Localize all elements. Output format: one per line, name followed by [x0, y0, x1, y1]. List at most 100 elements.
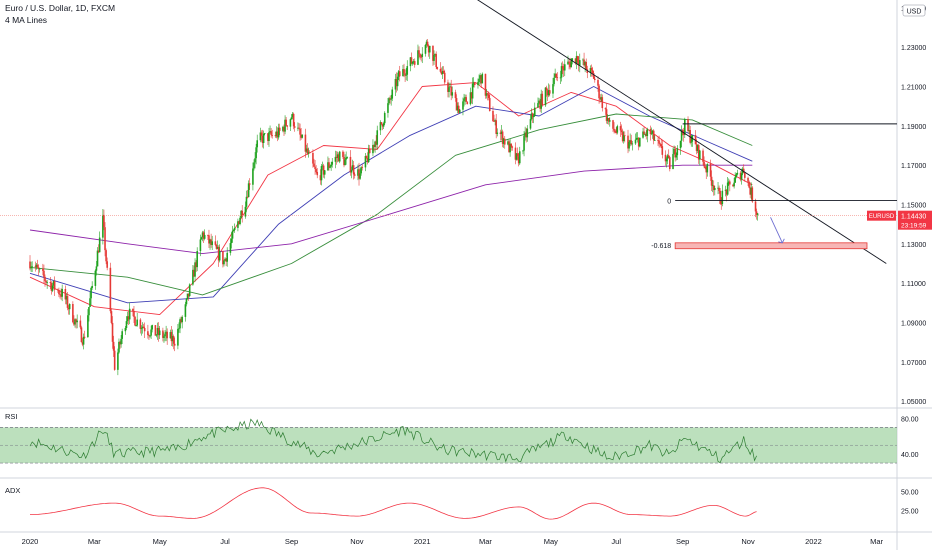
candle-body: [478, 78, 480, 83]
candle-body: [545, 87, 548, 91]
candle-body: [706, 163, 709, 173]
candle-body: [312, 152, 314, 164]
candle-body: [215, 244, 218, 249]
candle-body: [562, 68, 565, 71]
candle-body: [503, 138, 506, 145]
candle-body: [218, 250, 221, 261]
candle-body: [193, 269, 195, 277]
candle-body: [412, 61, 415, 62]
candle-body: [110, 311, 113, 323]
candle-body: [169, 332, 172, 339]
candle-body: [675, 155, 678, 158]
candle-body: [187, 293, 190, 297]
candle-body: [748, 181, 750, 188]
candle-body: [132, 308, 134, 311]
candle-body: [421, 53, 424, 57]
candle-body: [269, 131, 271, 133]
candle-body: [133, 310, 135, 317]
candle-body: [710, 176, 713, 186]
price-tick-label: 1.05000: [901, 399, 926, 406]
candle-body: [158, 330, 161, 336]
candle-body: [289, 119, 292, 127]
candle-body: [463, 98, 465, 102]
candle-body: [76, 320, 78, 323]
time-tick-label: Nov: [350, 537, 364, 546]
candle-body: [634, 139, 637, 144]
candle-body: [717, 187, 719, 189]
rsi-line: [29, 418, 757, 464]
candle-body: [225, 258, 227, 262]
candle-body: [714, 187, 716, 191]
candle-body: [511, 146, 514, 148]
candle-body: [246, 196, 249, 198]
candle-body: [196, 251, 198, 268]
candle-body: [720, 203, 723, 205]
candle-body: [30, 266, 32, 269]
candle-body: [200, 237, 203, 240]
candle-body: [539, 100, 541, 109]
candle-body: [357, 169, 359, 176]
candle-body: [262, 133, 265, 143]
candle-body: [337, 154, 340, 162]
candle-body: [742, 168, 745, 173]
candle-body: [577, 62, 580, 66]
candle-body: [275, 131, 278, 137]
candle-body: [406, 66, 409, 75]
candle-body: [727, 181, 730, 183]
candle-body: [315, 169, 317, 172]
candle-body: [659, 143, 661, 145]
candle-body: [380, 122, 383, 125]
candle-body: [65, 296, 68, 300]
candle-body: [604, 108, 607, 110]
candle-body: [104, 227, 106, 251]
candle-body: [454, 92, 457, 99]
candle-body: [413, 61, 416, 65]
currency-badge[interactable]: [902, 4, 926, 17]
candle-body: [365, 156, 368, 159]
candle-body: [508, 141, 510, 153]
candle-body: [201, 232, 204, 238]
candle-body: [676, 148, 679, 156]
candle-body: [501, 131, 504, 144]
candle-body: [755, 211, 758, 215]
candle-body: [118, 341, 120, 353]
candle-body: [124, 327, 127, 332]
drawings[interactable]: 0 -0.618: [0, 0, 897, 264]
candle-body: [436, 66, 439, 69]
candle-body: [259, 132, 262, 141]
candle-body: [106, 261, 108, 268]
candle-body: [91, 285, 93, 289]
candle-body: [126, 316, 129, 322]
candle-body: [584, 61, 586, 66]
candle-body: [494, 120, 496, 122]
candle-body: [627, 135, 629, 149]
candle-body: [306, 148, 309, 154]
candle-body: [260, 132, 263, 136]
candle-body: [328, 162, 330, 168]
candle-body: [509, 143, 511, 153]
candle-body: [83, 336, 86, 338]
candle-body: [35, 264, 38, 268]
candle-body: [457, 105, 460, 113]
candle-body: [689, 130, 691, 143]
candle-body: [81, 342, 84, 345]
candle-body: [645, 134, 648, 136]
candle-body: [316, 171, 319, 176]
candle-body: [230, 238, 233, 244]
candle-body: [58, 290, 60, 295]
candle-body: [179, 319, 181, 329]
candle-body: [447, 82, 449, 92]
candle-body: [477, 82, 479, 86]
candle-body: [734, 177, 736, 183]
candle-body: [529, 119, 532, 129]
candle-body: [756, 213, 759, 215]
candle-body: [480, 75, 482, 84]
candle-body: [443, 72, 446, 83]
candle-body: [256, 140, 259, 148]
time-tick-label: Nov: [741, 537, 755, 546]
candle-body: [523, 135, 525, 151]
candle-body: [754, 201, 757, 212]
candle-body: [237, 221, 239, 228]
candle-body: [740, 173, 743, 180]
